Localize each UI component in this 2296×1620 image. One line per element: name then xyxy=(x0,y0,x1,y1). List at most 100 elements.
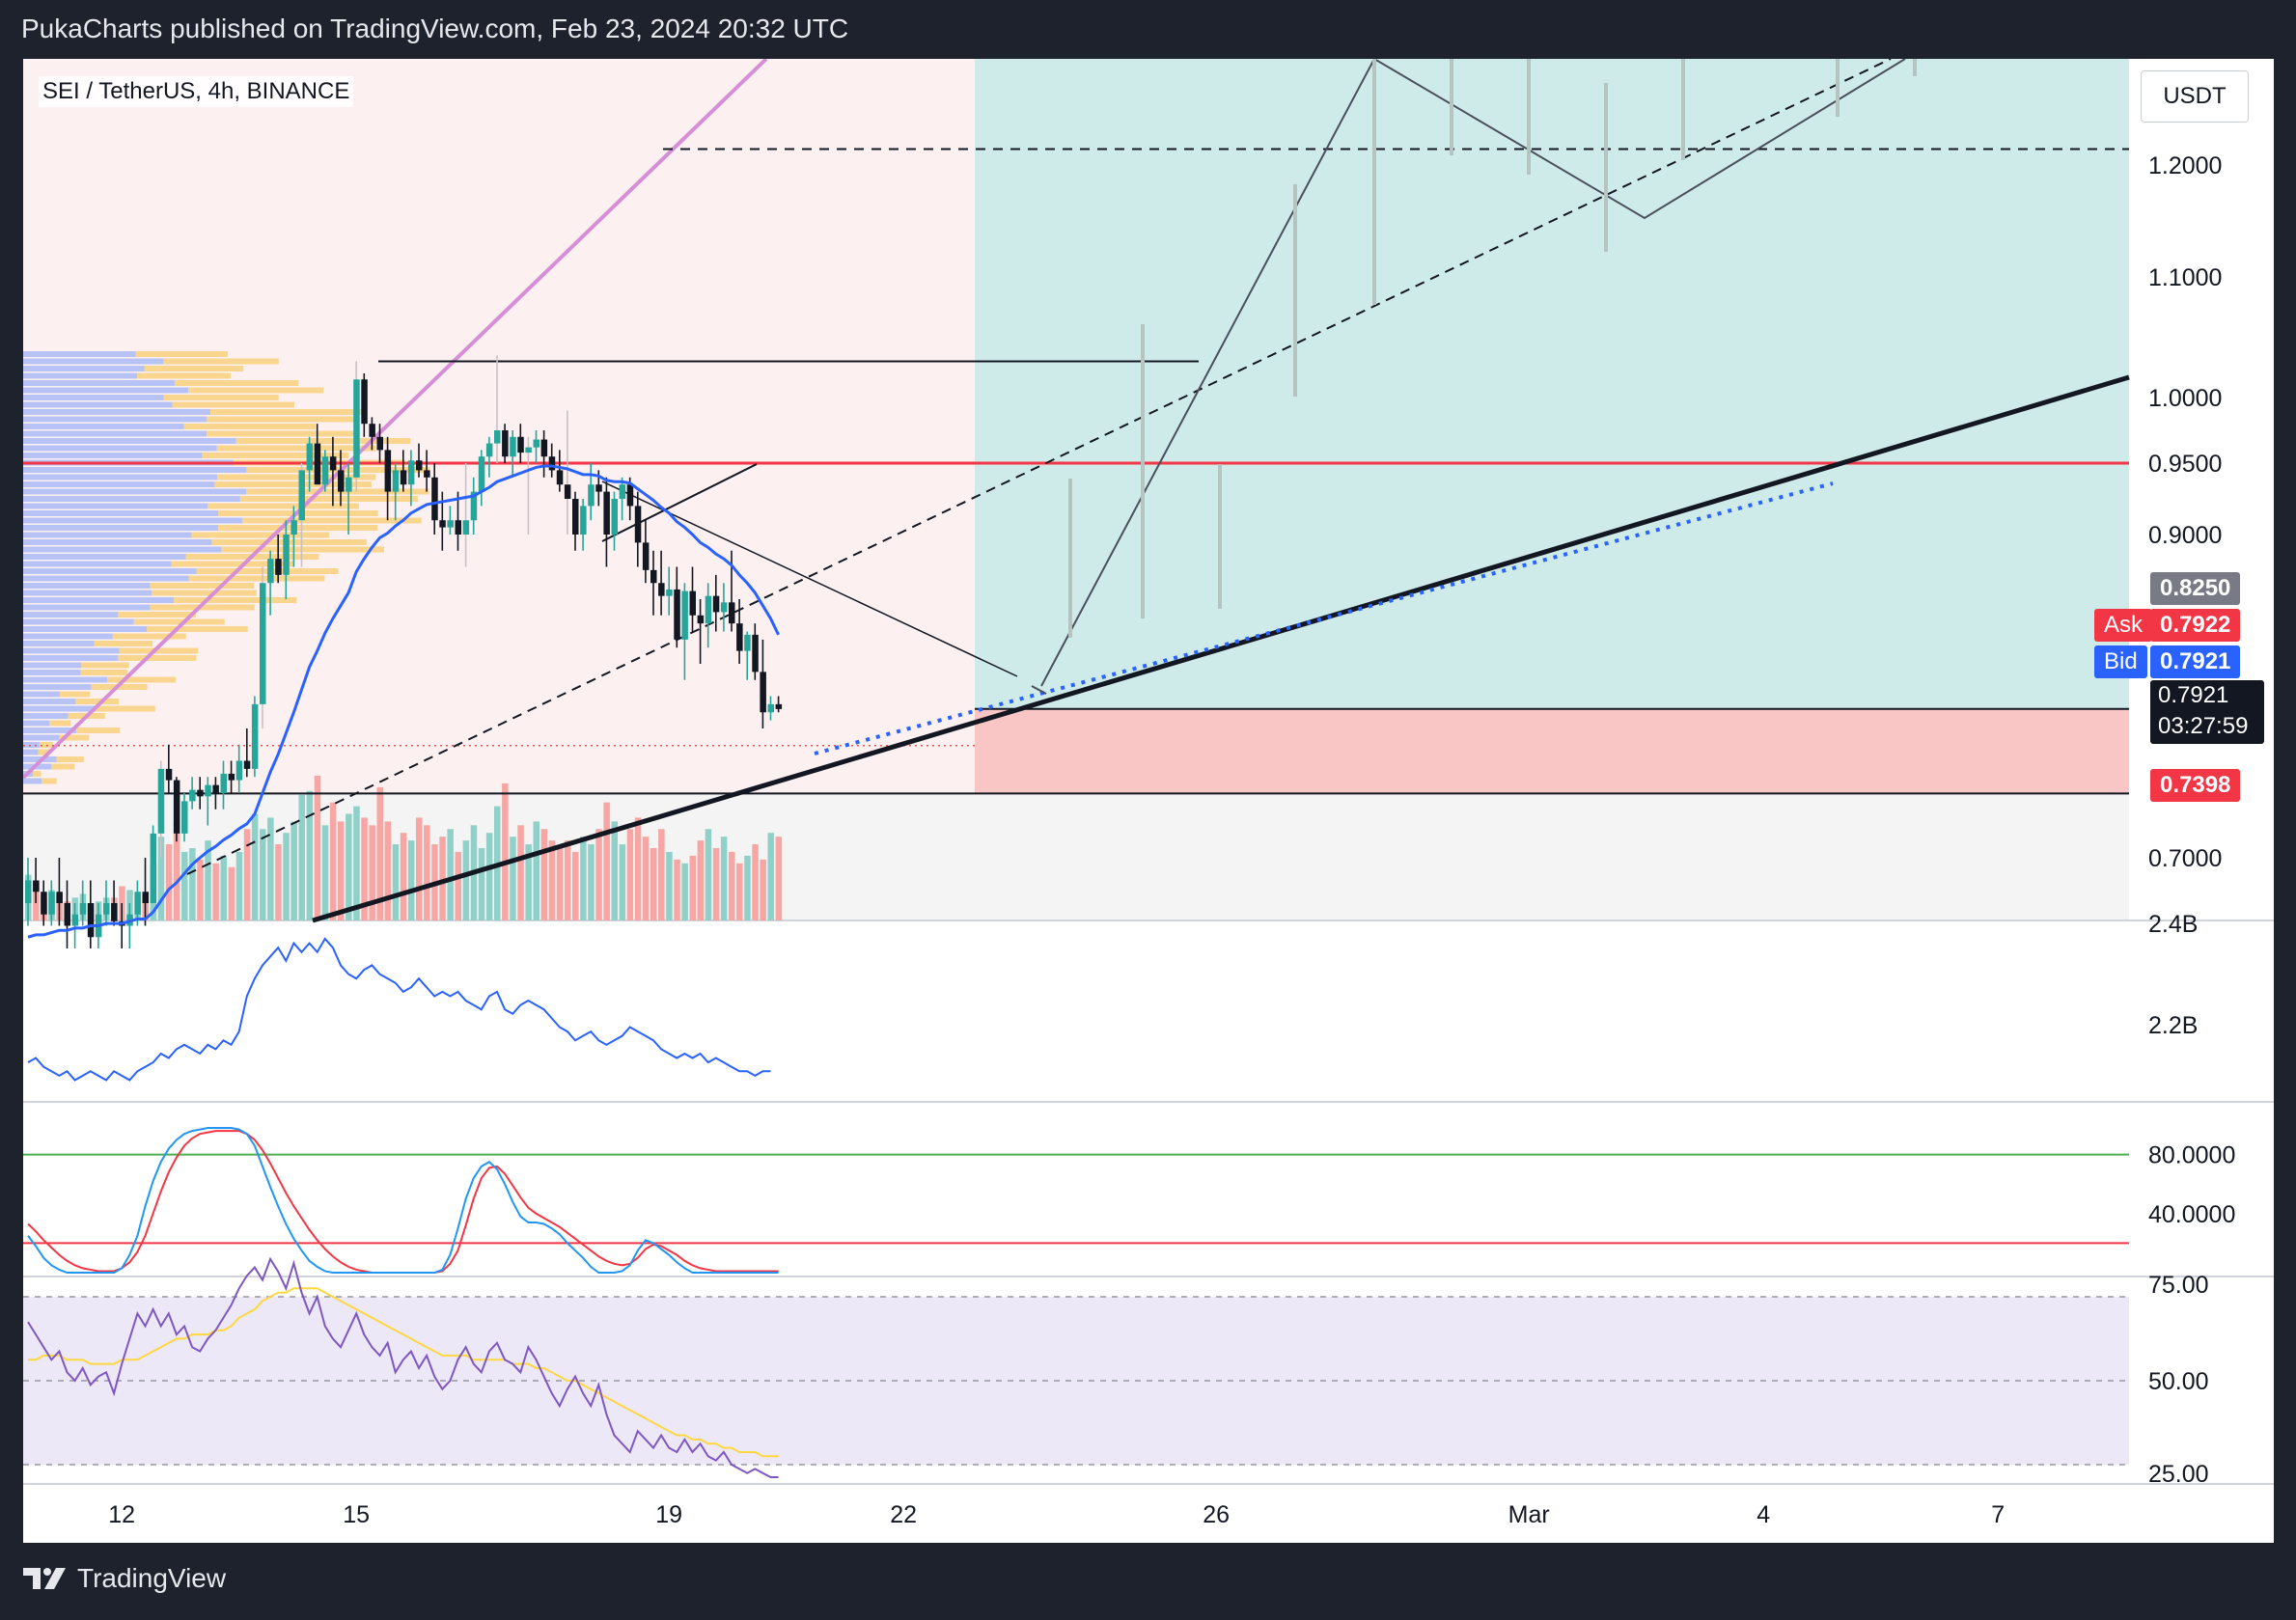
time-axis-label: 19 xyxy=(655,1501,682,1528)
candle-down xyxy=(338,470,345,492)
stoch-k-line xyxy=(27,1127,779,1274)
volume-profile-row xyxy=(33,771,41,777)
candle-down xyxy=(361,379,368,425)
currency-selector[interactable]: USDT xyxy=(2141,70,2249,123)
volume-profile-row xyxy=(23,778,42,784)
volume-profile-row xyxy=(150,604,255,611)
volume-profile-row xyxy=(23,691,61,698)
volume-bar xyxy=(603,802,610,920)
time-axis-label: 12 xyxy=(108,1501,135,1528)
volume-profile-row xyxy=(209,409,364,415)
price-axis-label: 0.7000 xyxy=(2148,845,2222,872)
candle-down xyxy=(243,760,251,769)
chart-frame[interactable]: 1.2000 1.1000 1.0000 0.9500 0.9000 0.7000 2.4B… xyxy=(23,59,2274,1543)
volume-bar xyxy=(392,844,400,920)
volume-profile-row xyxy=(163,358,279,365)
volume-profile-row xyxy=(23,597,174,603)
volume-profile-row xyxy=(49,720,71,727)
volume-profile-row xyxy=(146,626,248,632)
volume-profile-row xyxy=(23,670,81,675)
volume-bar xyxy=(439,837,446,920)
tradingview-icon xyxy=(23,1568,66,1589)
volume-profile-row xyxy=(23,488,247,495)
candle-up xyxy=(220,773,227,793)
volume-bar xyxy=(712,848,720,920)
volume-profile-row xyxy=(137,372,231,379)
volume-bar xyxy=(447,829,454,920)
drawing-lines-layer xyxy=(23,59,2130,923)
volume-profile-row xyxy=(23,749,39,755)
candle-up xyxy=(189,789,196,802)
volume-bar xyxy=(157,837,165,920)
volume-profile-row xyxy=(183,424,317,429)
volume-profile-row xyxy=(81,662,129,669)
volume-bar xyxy=(681,863,688,920)
volume-bar xyxy=(361,817,368,920)
volume-profile-row xyxy=(23,424,184,429)
chart-canvas[interactable]: 1.2000 1.1000 1.0000 0.9500 0.9000 0.7000 2.4B… xyxy=(23,59,2274,1543)
volume-bar xyxy=(314,776,321,920)
projection-start xyxy=(1031,685,1047,695)
volume-profile-row xyxy=(191,532,330,538)
volume-profile-row xyxy=(51,763,75,770)
candle-up xyxy=(407,460,415,485)
candle-up xyxy=(251,703,259,769)
volume-bar xyxy=(189,848,196,920)
candle-up xyxy=(267,559,274,584)
last-price-tag: 0.7921 03:27:59 xyxy=(2150,680,2264,744)
candle-down xyxy=(564,484,571,499)
volume-profile-row xyxy=(23,590,152,596)
volume-profile-row xyxy=(152,590,257,596)
volume-profile-row xyxy=(23,387,189,394)
volume-profile-row xyxy=(171,561,293,567)
projection-path xyxy=(1040,59,1906,687)
candle-down xyxy=(197,789,204,797)
price-axis-label: 1.1000 xyxy=(2148,264,2222,291)
volume-profile-row xyxy=(112,633,186,640)
ema-line xyxy=(27,464,780,939)
tradingview-wordmark: TradingView xyxy=(77,1563,227,1593)
candle-up xyxy=(494,430,501,444)
volume-profile-row xyxy=(23,662,82,669)
candle-down xyxy=(424,470,430,478)
volume-profile-row xyxy=(56,756,84,762)
volume-bar xyxy=(243,829,251,920)
volume-profile-row xyxy=(119,647,199,654)
pink-trend-line xyxy=(23,59,768,780)
candle-up xyxy=(462,520,470,535)
volume-bar xyxy=(416,817,423,920)
volume-bar xyxy=(165,844,173,920)
candle-down xyxy=(775,703,783,709)
candle-down xyxy=(517,436,524,453)
volume-bar xyxy=(369,825,375,920)
symbol-title[interactable]: SEI / TetherUS, 4h, BINANCE xyxy=(39,76,354,107)
volume-bar xyxy=(689,855,696,920)
volume-bar xyxy=(400,833,407,920)
candle-up xyxy=(392,470,400,492)
volume-profile-row xyxy=(96,705,155,712)
volume-bar xyxy=(674,859,680,920)
volume-profile-row xyxy=(23,720,50,727)
volume-bar xyxy=(697,840,705,920)
candle-up xyxy=(470,491,478,521)
candles-layer xyxy=(25,355,783,948)
volume-bar xyxy=(760,859,766,920)
volume-profile-row xyxy=(207,430,357,437)
volume-bar xyxy=(228,866,235,920)
candle-down xyxy=(634,506,642,543)
volume-bar xyxy=(478,848,485,920)
candle-down xyxy=(329,456,337,471)
volume-profile-row xyxy=(23,372,138,379)
volume-profile-row xyxy=(133,618,225,625)
tradingview-logo[interactable]: TradingView xyxy=(23,1563,226,1594)
volume-profile-row xyxy=(23,401,173,408)
volume-profile-row xyxy=(23,532,192,538)
volume-profile-row xyxy=(144,366,244,371)
volume-bar xyxy=(650,848,657,920)
volume-bar xyxy=(595,829,602,920)
candle-down xyxy=(760,672,766,713)
volume-profile-row xyxy=(23,684,92,690)
volume-bar xyxy=(251,813,259,920)
volume-profile-row xyxy=(163,395,279,400)
stop-price-tag: 0.7398 xyxy=(2150,769,2241,802)
